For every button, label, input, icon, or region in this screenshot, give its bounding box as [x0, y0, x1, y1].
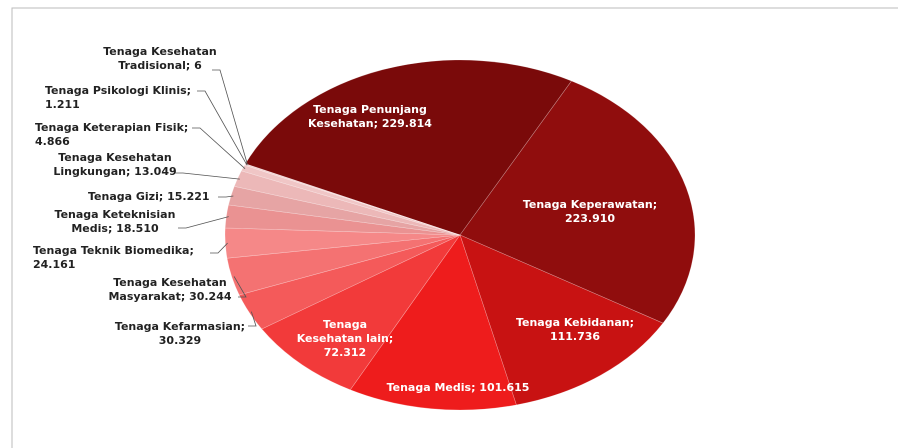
label-line: Tenaga Kesehatan [58, 151, 171, 164]
label-line: Tenaga Keterapian Fisik; [35, 121, 188, 134]
data-label: Tenaga Teknik Biomedika; 24.161 [33, 244, 194, 271]
data-label: Tenaga Kesehatan lain; 72.312 [297, 318, 394, 359]
data-label: Tenaga Kebidanan; 111.736 [516, 316, 634, 343]
data-label: Tenaga Keterapian Fisik; 4.866 [35, 121, 188, 148]
pie-slice [238, 234, 461, 330]
leader-line [248, 311, 257, 327]
label-line: 24.161 [33, 258, 75, 271]
label-line: Lingkungan; 13.049 [53, 165, 176, 178]
pie-slice [244, 59, 573, 236]
pie-slice [224, 204, 461, 236]
leader-line [192, 127, 246, 169]
leader-line [178, 216, 229, 229]
label-line: Tenaga Kebidanan; [516, 316, 634, 329]
data-label: Tenaga Kesehatan Masyarakat; 30.244 [108, 276, 231, 303]
data-label: Tenaga Medis; 101.615 [387, 381, 530, 394]
label-line: Kesehatan; 229.814 [308, 117, 432, 130]
label-line: Tenaga Keperawatan; [523, 198, 657, 211]
data-label: Tenaga Kesehatan Lingkungan; 13.049 [53, 151, 176, 178]
label-line: Tenaga Kesehatan [103, 45, 216, 58]
data-label: Tenaga Penunjang Kesehatan; 229.814 [308, 103, 432, 130]
label-line: 111.736 [550, 330, 600, 343]
label-line: 1.211 [45, 98, 80, 111]
label-line: Tenaga Kesehatan [113, 276, 226, 289]
label-line: Tenaga Penunjang [313, 103, 427, 116]
pie-slice [459, 234, 664, 406]
frame [11, 7, 898, 448]
data-label: Tenaga Gizi; 15.221 [88, 190, 210, 203]
leader-line [212, 69, 248, 165]
label-line: Tenaga Gizi; 15.221 [88, 190, 210, 203]
label-line: 30.329 [159, 334, 201, 347]
label-line: Tenaga [323, 318, 367, 331]
pie-slice [240, 164, 461, 236]
leader-line [218, 195, 234, 198]
data-label: Tenaga Kefarmasian; 30.329 [115, 320, 245, 347]
data-label: Tenaga Keperawatan; 223.910 [523, 198, 657, 225]
pie-slice [228, 185, 461, 236]
pie-slice [244, 163, 461, 236]
data-label: Tenaga Kesehatan Tradisional; 6 [103, 45, 216, 72]
leader-line [197, 90, 248, 166]
label-line: Medis; 18.510 [71, 222, 159, 235]
label-line: Tenaga Kefarmasian; [115, 320, 245, 333]
leader-line [233, 276, 247, 298]
label-line: Masyarakat; 30.244 [108, 290, 231, 303]
pie-slice [261, 234, 461, 391]
pie-slice [244, 163, 461, 236]
pie-slice [349, 234, 517, 411]
pie-slice [226, 234, 461, 296]
label-line: Tenaga Keteknisian [55, 208, 176, 221]
pie-slice [459, 80, 696, 324]
pie-slice [224, 227, 461, 259]
label-line: Kesehatan lain; [297, 332, 394, 345]
data-label: Tenaga Keteknisian Medis; 18.510 [55, 208, 176, 235]
data-label: Tenaga Psikologi Klinis; 1.211 [45, 84, 191, 111]
label-line: Tradisional; 6 [118, 59, 202, 72]
label-line: 223.910 [565, 212, 615, 225]
label-line: 4.866 [35, 135, 70, 148]
label-line: Tenaga Medis; 101.615 [387, 381, 530, 394]
leader-line [175, 172, 240, 180]
label-line: 72.312 [324, 346, 366, 359]
leader-line [210, 242, 228, 254]
label-line: Tenaga Psikologi Klinis; [45, 84, 191, 97]
label-line: Tenaga Teknik Biomedika; [33, 244, 194, 257]
